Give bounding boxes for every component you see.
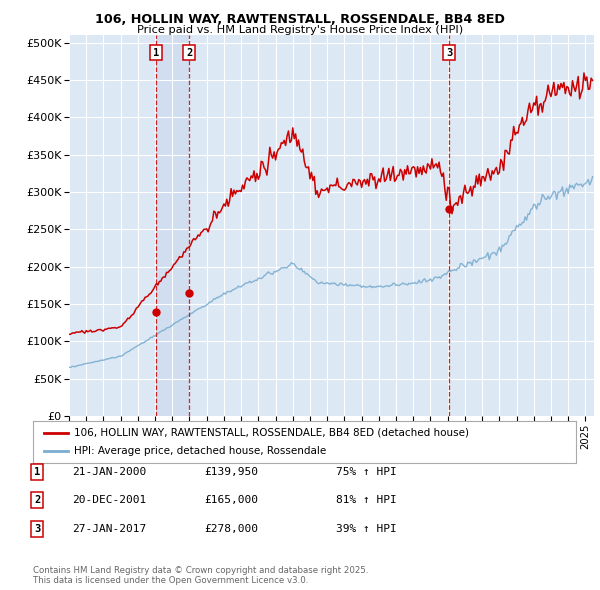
Text: 2: 2 <box>34 496 40 505</box>
Text: 106, HOLLIN WAY, RAWTENSTALL, ROSSENDALE, BB4 8ED (detached house): 106, HOLLIN WAY, RAWTENSTALL, ROSSENDALE… <box>74 428 469 438</box>
Text: 75% ↑ HPI: 75% ↑ HPI <box>336 467 397 477</box>
Text: 106, HOLLIN WAY, RAWTENSTALL, ROSSENDALE, BB4 8ED: 106, HOLLIN WAY, RAWTENSTALL, ROSSENDALE… <box>95 13 505 26</box>
Text: HPI: Average price, detached house, Rossendale: HPI: Average price, detached house, Ross… <box>74 446 326 456</box>
Text: 2: 2 <box>186 48 192 58</box>
Text: 27-JAN-2017: 27-JAN-2017 <box>72 524 146 533</box>
Text: 39% ↑ HPI: 39% ↑ HPI <box>336 524 397 533</box>
Text: £139,950: £139,950 <box>204 467 258 477</box>
Bar <box>156 35 189 416</box>
Text: 81% ↑ HPI: 81% ↑ HPI <box>336 496 397 505</box>
Text: 21-JAN-2000: 21-JAN-2000 <box>72 467 146 477</box>
Text: 3: 3 <box>34 524 40 533</box>
Text: £278,000: £278,000 <box>204 524 258 533</box>
Text: Contains HM Land Registry data © Crown copyright and database right 2025.
This d: Contains HM Land Registry data © Crown c… <box>33 566 368 585</box>
Text: 3: 3 <box>446 48 452 58</box>
Text: 1: 1 <box>153 48 159 58</box>
Text: Price paid vs. HM Land Registry's House Price Index (HPI): Price paid vs. HM Land Registry's House … <box>137 25 463 35</box>
Text: 1: 1 <box>34 467 40 477</box>
Text: £165,000: £165,000 <box>204 496 258 505</box>
Text: 20-DEC-2001: 20-DEC-2001 <box>72 496 146 505</box>
